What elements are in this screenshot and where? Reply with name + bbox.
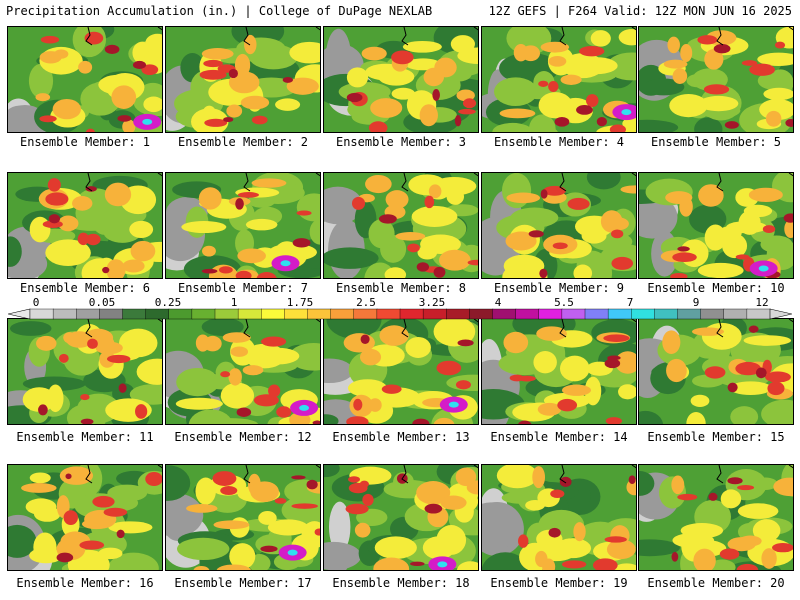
- colorbar-tick-label: 12: [755, 296, 769, 309]
- colorbar-swatch: [284, 308, 309, 320]
- ensemble-member-label: Ensemble Member: 4: [493, 135, 625, 149]
- ensemble-member-label: Ensemble Member: 17: [174, 576, 312, 590]
- colorbar-swatch: [214, 308, 239, 320]
- colorbar-swatch: [76, 308, 101, 320]
- ensemble-member-map: [481, 464, 637, 571]
- ensemble-member-label: Ensemble Member: 10: [647, 281, 785, 295]
- colorbar-swatch: [145, 308, 170, 320]
- colorbar-tick-label: 2.5: [356, 296, 376, 309]
- colorbar-swatch: [29, 308, 54, 320]
- colorbar-swatch: [584, 308, 609, 320]
- colorbar-tick-label: 9: [692, 296, 700, 309]
- colorbar-swatch: [261, 308, 286, 320]
- ensemble-member-map: [481, 172, 637, 279]
- ensemble-member-label: Ensemble Member: 8: [335, 281, 467, 295]
- ensemble-member-label: Ensemble Member: 5: [650, 135, 782, 149]
- ensemble-member-map: [7, 172, 163, 279]
- ensemble-member-label: Ensemble Member: 14: [490, 430, 628, 444]
- colorbar-swatch: [330, 308, 355, 320]
- colorbar-tick-label: 4: [494, 296, 502, 309]
- colorbar-swatch: [191, 308, 216, 320]
- ensemble-member-label: Ensemble Member: 15: [647, 430, 785, 444]
- ensemble-member-label: Ensemble Member: 9: [493, 281, 625, 295]
- ensemble-member-map: [638, 464, 794, 571]
- colorbar-swatch: [515, 308, 540, 320]
- ensemble-member-map: [165, 318, 321, 425]
- colorbar-tick-label: 3.25: [418, 296, 446, 309]
- colorbar-swatch: [492, 308, 517, 320]
- colorbar-tick-label: 7: [626, 296, 634, 309]
- colorbar-min-arrow: [8, 308, 31, 320]
- colorbar-swatch: [654, 308, 679, 320]
- ensemble-member-label: Ensemble Member: 13: [332, 430, 470, 444]
- ensemble-member-map: [481, 26, 637, 133]
- ensemble-member-map: [638, 172, 794, 279]
- colorbar-swatch: [723, 308, 748, 320]
- ensemble-member-label: Ensemble Member: 2: [177, 135, 309, 149]
- ensemble-member-label: Ensemble Member: 20: [647, 576, 785, 590]
- ensemble-member-map: [481, 318, 637, 425]
- ensemble-member-label: Ensemble Member: 1: [19, 135, 151, 149]
- ensemble-member-map: [165, 26, 321, 133]
- colorbar-tick-label: 1.75: [286, 296, 314, 309]
- colorbar-swatch: [561, 308, 586, 320]
- colorbar-swatch: [52, 308, 77, 320]
- ensemble-member-label: Ensemble Member: 18: [332, 576, 470, 590]
- ensemble-member-map: [7, 26, 163, 133]
- precipitation-colorbar: [8, 308, 792, 320]
- ensemble-member-map: [165, 464, 321, 571]
- colorbar-swatch: [746, 308, 771, 320]
- ensemble-member-label: Ensemble Member: 7: [177, 281, 309, 295]
- colorbar-tick-label: 1: [230, 296, 238, 309]
- map-title: Precipitation Accumulation (in.) | Colle…: [6, 4, 433, 18]
- ensemble-member-label: Ensemble Member: 12: [174, 430, 312, 444]
- ensemble-member-map: [323, 26, 479, 133]
- colorbar-swatch: [538, 308, 563, 320]
- colorbar-swatch: [631, 308, 656, 320]
- ensemble-member-map: [165, 172, 321, 279]
- colorbar-swatch: [122, 308, 147, 320]
- run-valid-time: 12Z GEFS | F264 Valid: 12Z MON JUN 16 20…: [488, 4, 792, 18]
- ensemble-member-label: Ensemble Member: 6: [19, 281, 151, 295]
- colorbar-max-arrow: [769, 308, 792, 320]
- colorbar-swatch: [353, 308, 378, 320]
- colorbar-swatch: [168, 308, 193, 320]
- ensemble-member-map: [7, 318, 163, 425]
- ensemble-member-map: [7, 464, 163, 571]
- ensemble-member-map: [638, 26, 794, 133]
- colorbar-swatch: [422, 308, 447, 320]
- colorbar-swatch: [376, 308, 401, 320]
- ensemble-member-map: [638, 318, 794, 425]
- colorbar-swatch: [237, 308, 262, 320]
- colorbar-swatch: [700, 308, 725, 320]
- ensemble-member-map: [323, 172, 479, 279]
- ensemble-member-map: [323, 464, 479, 571]
- colorbar-swatch: [99, 308, 124, 320]
- colorbar-tick-label: 0.05: [88, 296, 116, 309]
- ensemble-member-label: Ensemble Member: 3: [335, 135, 467, 149]
- colorbar-tick-label: 5.5: [554, 296, 574, 309]
- colorbar-swatch: [307, 308, 332, 320]
- colorbar-tick-label: 0: [32, 296, 40, 309]
- colorbar-swatch: [607, 308, 632, 320]
- colorbar-swatch: [399, 308, 424, 320]
- colorbar-tick-label: 0.25: [154, 296, 182, 309]
- ensemble-member-label: Ensemble Member: 16: [16, 576, 154, 590]
- colorbar-swatch: [469, 308, 494, 320]
- colorbar-swatch: [446, 308, 471, 320]
- colorbar-swatch: [677, 308, 702, 320]
- ensemble-member-label: Ensemble Member: 11: [16, 430, 154, 444]
- ensemble-member-map: [323, 318, 479, 425]
- ensemble-member-label: Ensemble Member: 19: [490, 576, 628, 590]
